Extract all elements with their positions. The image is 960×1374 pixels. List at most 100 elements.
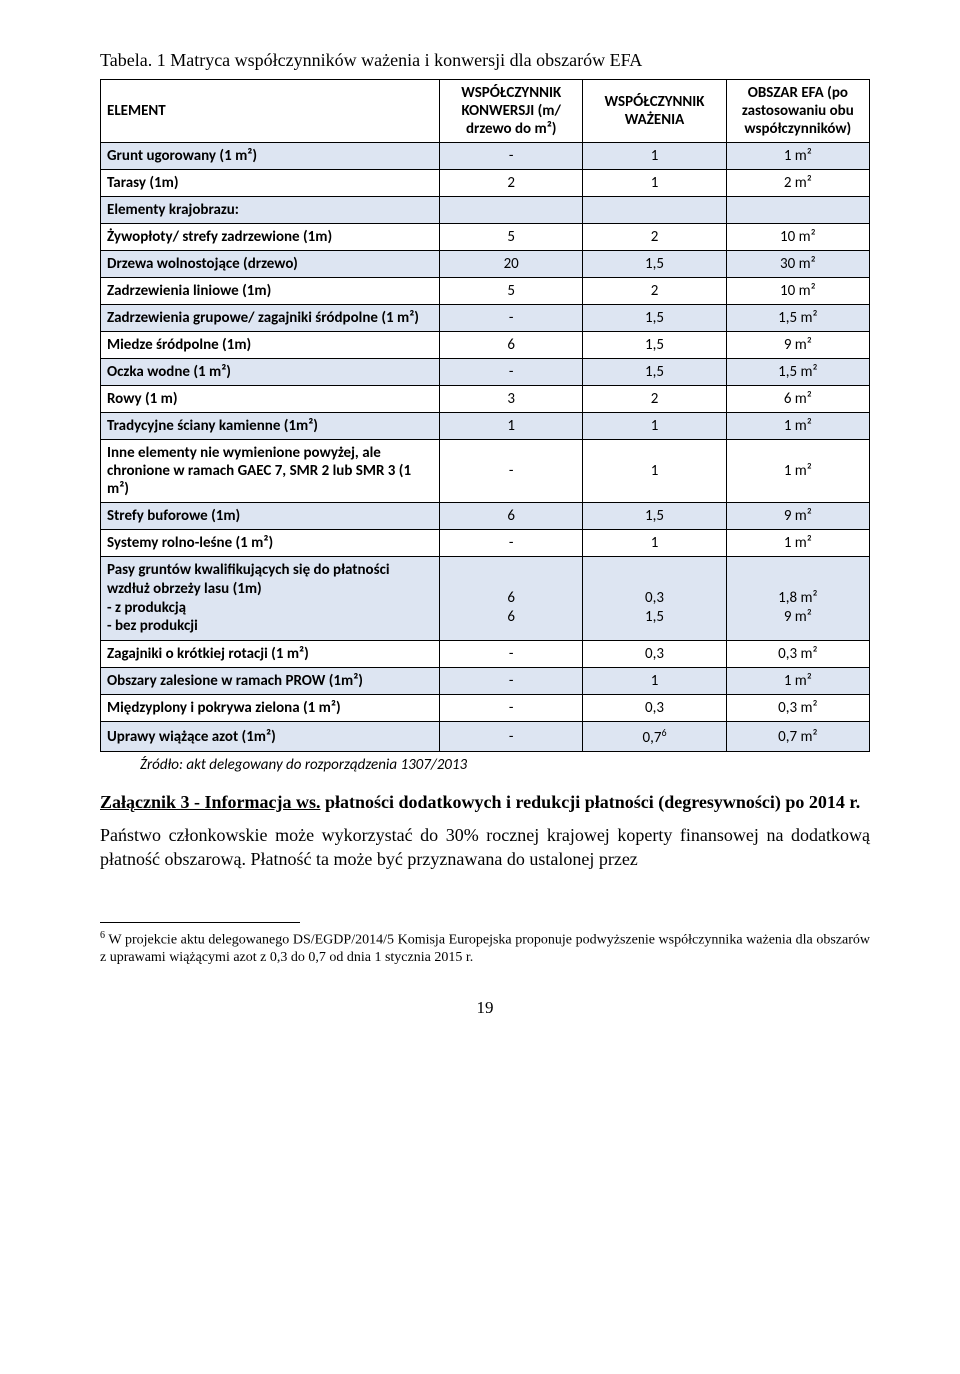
table-cell: 6 m² xyxy=(726,386,869,413)
cell-line: Pasy gruntów kwalifikujących się do płat… xyxy=(107,561,433,599)
cell-line: 9 m² xyxy=(733,608,863,627)
table-cell: - xyxy=(440,668,583,695)
table-row: Pasy gruntów kwalifikujących się do płat… xyxy=(101,557,870,641)
table-cell: Elementy krajobrazu: xyxy=(101,197,440,224)
table-cell: 1,5 xyxy=(583,359,726,386)
table-cell: 1 xyxy=(583,440,726,503)
table-cell: 5 xyxy=(440,224,583,251)
table-cell: Żywopłoty/ strefy zadrzewione (1m) xyxy=(101,224,440,251)
table-cell xyxy=(726,197,869,224)
superscript: 6 xyxy=(661,726,666,739)
table-cell: Systemy rolno-leśne (1 m²) xyxy=(101,530,440,557)
footnote: 6 W projekcie aktu delegowanego DS/EGDP/… xyxy=(100,929,870,968)
table-cell: Zadrzewienia grupowe/ zagajniki śródpoln… xyxy=(101,305,440,332)
table-row: Grunt ugorowany (1 m²)-11 m² xyxy=(101,143,870,170)
table-cell: 0,3 xyxy=(583,695,726,722)
efa-table: ELEMENT WSPÓŁCZYNNIK KONWERSJI (m/ drzew… xyxy=(100,79,870,752)
table-cell: 2 xyxy=(583,224,726,251)
table-cell: 1 xyxy=(440,413,583,440)
table-cell: 1 xyxy=(583,530,726,557)
table-cell: 1,5 xyxy=(583,305,726,332)
table-cell: Miedze śródpolne (1m) xyxy=(101,332,440,359)
table-row: Oczka wodne (1 m²)-1,51,5 m² xyxy=(101,359,870,386)
table-row: Drzewa wolnostojące (drzewo)201,530 m² xyxy=(101,251,870,278)
table-cell: 1 m² xyxy=(726,440,869,503)
table-cell: - xyxy=(440,143,583,170)
table-cell: Tradycyjne ściany kamienne (1m²) xyxy=(101,413,440,440)
table-cell: - xyxy=(440,695,583,722)
table-cell: Uprawy wiążące azot (1m²) xyxy=(101,722,440,752)
table-cell: 1 xyxy=(583,143,726,170)
table-cell: Inne elementy nie wymienione powyżej, al… xyxy=(101,440,440,503)
table-cell: - xyxy=(440,530,583,557)
table-cell: 3 xyxy=(440,386,583,413)
attach-p2: płatności dodatkowych i redukcji płatnoś… xyxy=(320,792,860,812)
table-cell: 1 m² xyxy=(726,668,869,695)
table-cell: 0,31,5 xyxy=(583,557,726,641)
table-cell: 6 xyxy=(440,332,583,359)
table-cell: - xyxy=(440,722,583,752)
table-row: Tradycyjne ściany kamienne (1m²)111 m² xyxy=(101,413,870,440)
table-row: Systemy rolno-leśne (1 m²)-11 m² xyxy=(101,530,870,557)
body-paragraph: Państwo członkowskie może wykorzystać do… xyxy=(100,823,870,872)
table-cell: 0,3 m² xyxy=(726,641,869,668)
table-cell: 1 m² xyxy=(726,530,869,557)
cell-line: - bez produkcji xyxy=(107,617,433,636)
table-row: Międzyplony i pokrywa zielona (1 m²)-0,3… xyxy=(101,695,870,722)
table-cell: Grunt ugorowany (1 m²) xyxy=(101,143,440,170)
table-cell: 2 xyxy=(583,386,726,413)
cell-line xyxy=(589,570,719,589)
cell-line: 1,8 m² xyxy=(733,589,863,608)
cell-line: - z produkcją xyxy=(107,599,433,618)
table-cell: 0,3 xyxy=(583,641,726,668)
table-row: Inne elementy nie wymienione powyżej, al… xyxy=(101,440,870,503)
table-cell: 10 m² xyxy=(726,224,869,251)
table-caption: Tabela. 1 Matryca współczynników ważenia… xyxy=(100,50,870,71)
attachment-heading: Załącznik 3 - Informacja ws. płatności d… xyxy=(100,792,870,813)
table-cell: 2 xyxy=(440,170,583,197)
table-row: Zagajniki o krótkiej rotacji (1 m²)-0,30… xyxy=(101,641,870,668)
cell-line xyxy=(446,570,576,589)
cell-line: 6 xyxy=(446,608,576,627)
table-cell: Obszary zalesione w ramach PROW (1m²) xyxy=(101,668,440,695)
table-cell: 1 m² xyxy=(726,143,869,170)
th-element: ELEMENT xyxy=(101,80,440,143)
table-row: Żywopłoty/ strefy zadrzewione (1m)5210 m… xyxy=(101,224,870,251)
table-cell: 9 m² xyxy=(726,332,869,359)
table-cell: 1 m² xyxy=(726,413,869,440)
table-cell: - xyxy=(440,440,583,503)
footnote-text: W projekcie aktu delegowanego DS/EGDP/20… xyxy=(100,932,870,965)
table-row: Strefy buforowe (1m)61,59 m² xyxy=(101,503,870,530)
table-cell: 1,5 xyxy=(583,332,726,359)
table-cell: 1 xyxy=(583,668,726,695)
table-cell: 5 xyxy=(440,278,583,305)
table-cell: 0,3 m² xyxy=(726,695,869,722)
table-cell: 1,5 m² xyxy=(726,305,869,332)
cell-line xyxy=(733,570,863,589)
table-row: Rowy (1 m)326 m² xyxy=(101,386,870,413)
table-row: Obszary zalesione w ramach PROW (1m²)-11… xyxy=(101,668,870,695)
table-cell: 1,5 xyxy=(583,251,726,278)
table-cell: 66 xyxy=(440,557,583,641)
table-cell: - xyxy=(440,359,583,386)
table-row: Elementy krajobrazu: xyxy=(101,197,870,224)
table-cell: Tarasy (1m) xyxy=(101,170,440,197)
table-cell: Rowy (1 m) xyxy=(101,386,440,413)
table-cell: 1 xyxy=(583,170,726,197)
page-number: 19 xyxy=(100,998,870,1018)
table-row: Uprawy wiążące azot (1m²)-0,760,7 m² xyxy=(101,722,870,752)
table-cell: Strefy buforowe (1m) xyxy=(101,503,440,530)
table-cell: 30 m² xyxy=(726,251,869,278)
table-row: Zadrzewienia grupowe/ zagajniki śródpoln… xyxy=(101,305,870,332)
table-cell: Pasy gruntów kwalifikujących się do płat… xyxy=(101,557,440,641)
table-cell: 6 xyxy=(440,503,583,530)
table-cell: 0,7 m² xyxy=(726,722,869,752)
table-cell xyxy=(440,197,583,224)
table-cell: Oczka wodne (1 m²) xyxy=(101,359,440,386)
footnote-separator xyxy=(100,922,300,923)
table-cell: 20 xyxy=(440,251,583,278)
table-cell: - xyxy=(440,641,583,668)
table-cell: Zagajniki o krótkiej rotacji (1 m²) xyxy=(101,641,440,668)
attach-p1: Załącznik 3 - Informacja ws. xyxy=(100,792,320,812)
table-row: Miedze śródpolne (1m)61,59 m² xyxy=(101,332,870,359)
